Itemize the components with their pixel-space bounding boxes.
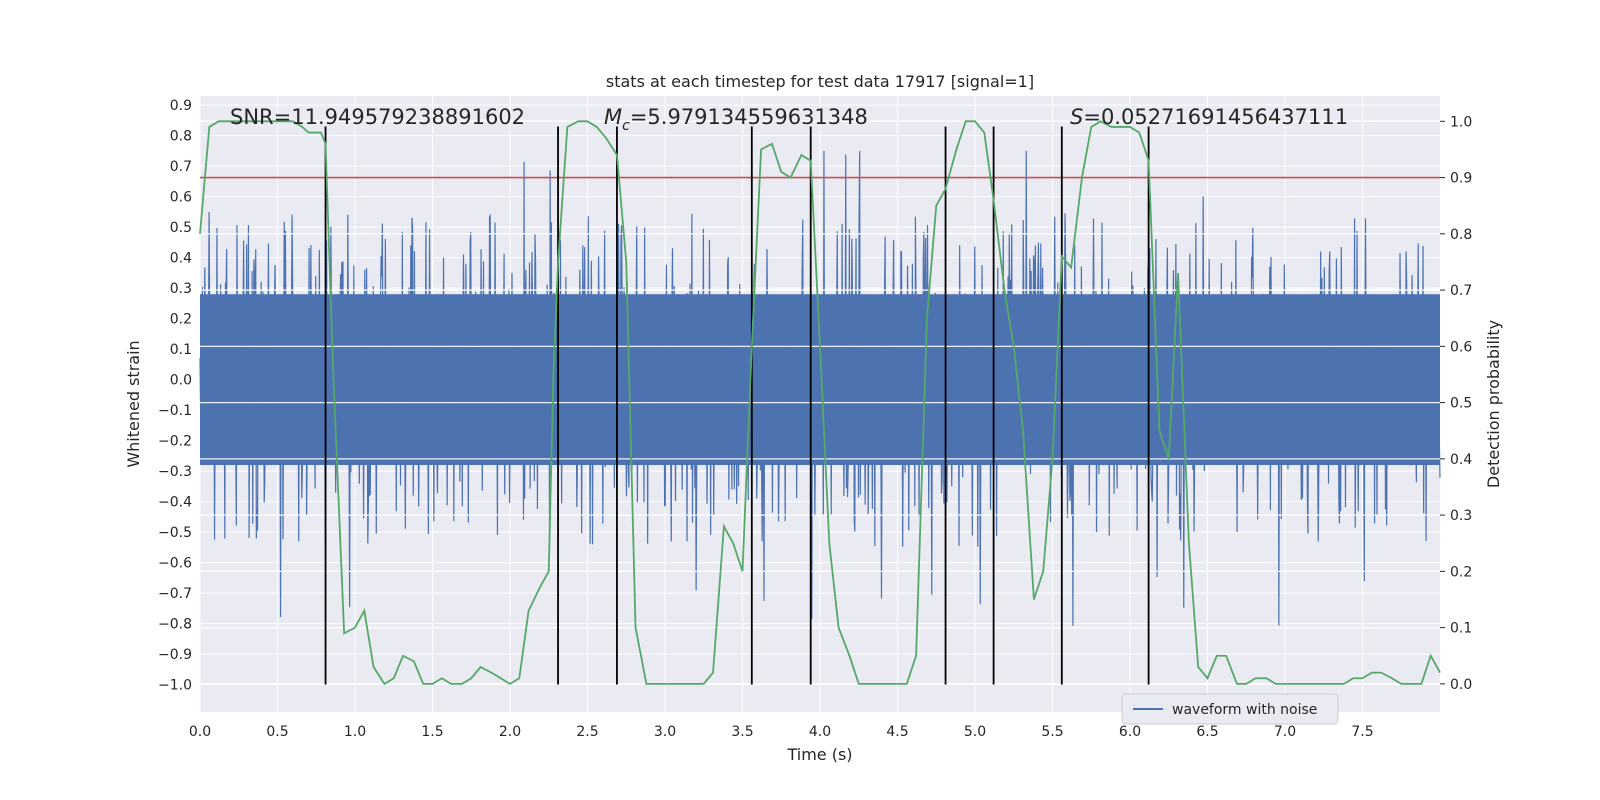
x-tick-label: 5.0: [964, 724, 986, 740]
y-tick-label: −0.5: [158, 525, 192, 541]
axis-ticks: 0.0 0.5 1.0 1.5 2.0 2.5 3.0 3.5 4.0 4.5 5.0 5.5 6.0 6…: [158, 98, 1472, 740]
legend-label: waveform with noise: [1172, 702, 1317, 718]
y-tick-label: −0.6: [158, 556, 192, 572]
y-tick-label: −0.1: [158, 403, 192, 419]
y-tick-label: 0.7: [170, 159, 192, 175]
y-tick-label: 0.4: [170, 251, 192, 267]
x-tick-label: 6.0: [1119, 724, 1141, 740]
y-tick-label: 0.8: [170, 129, 192, 145]
y-tick-label: 0.0: [170, 373, 192, 389]
y-tick-label: 0.3: [170, 281, 192, 297]
spin-value: =0.05271691456437111: [1083, 105, 1348, 129]
x-tick-label: 3.5: [731, 724, 753, 740]
y2-tick-label: 0.0: [1450, 677, 1472, 693]
y2-tick-label: 0.5: [1450, 396, 1472, 412]
detection-probability-series: [199, 120, 1441, 686]
x-tick-label: 1.0: [344, 724, 366, 740]
x-tick-label: 2.0: [499, 724, 521, 740]
vertical-lines: [324, 126, 1150, 685]
y2-axis-title: Detection probability: [1484, 320, 1503, 488]
x-axis-title: Time (s): [786, 745, 852, 764]
detection-probability-line: [199, 120, 1441, 686]
y2-tick-label: 0.2: [1450, 564, 1472, 580]
y2-tick-label: 0.4: [1450, 452, 1472, 468]
x-tick-label: 0.0: [189, 724, 211, 740]
waveform-with-noise-series: [199, 120, 1441, 685]
y-tick-label: −0.4: [158, 495, 192, 511]
y2-tick-label: 0.3: [1450, 508, 1472, 524]
y-tick-label: −0.2: [158, 434, 192, 450]
y-tick-label: 0.2: [170, 312, 192, 328]
x-tick-label: 7.5: [1351, 724, 1373, 740]
y-axis-title: Whitened strain: [124, 340, 143, 467]
chirp-mass-value: =5.979134559631348: [630, 105, 868, 129]
x-tick-label: 4.0: [809, 724, 831, 740]
chirp-mass-annotation: Mc=5.979134559631348: [604, 105, 868, 134]
x-tick-label: 0.5: [266, 724, 288, 740]
x-tick-label: 5.5: [1041, 724, 1063, 740]
y2-tick-label: 0.6: [1450, 339, 1472, 355]
chart-title: stats at each timestep for test data 179…: [606, 72, 1034, 91]
y-tick-label: 0.9: [170, 98, 192, 114]
y2-tick-label: 0.8: [1450, 227, 1472, 243]
y-tick-label: −1.0: [158, 678, 192, 694]
x-tick-label: 4.5: [886, 724, 908, 740]
y-tick-label: 0.5: [170, 220, 192, 236]
legend: waveform with noise: [1121, 693, 1339, 725]
y2-tick-label: 0.9: [1450, 171, 1472, 187]
x-tick-label: 7.0: [1274, 724, 1296, 740]
x-tick-label: 1.5: [421, 724, 443, 740]
y-tick-label: 0.6: [170, 190, 192, 206]
y2-tick-label: 0.7: [1450, 283, 1472, 299]
y-tick-label: −0.9: [158, 647, 192, 663]
spin-symbol: S: [1070, 105, 1083, 129]
y-tick-label: −0.7: [158, 586, 192, 602]
x-tick-label: 3.0: [654, 724, 676, 740]
legend-box: [1121, 693, 1339, 725]
x-tick-label: 2.5: [576, 724, 598, 740]
chirp-mass-subscript: c: [622, 118, 630, 134]
y-tick-label: −0.8: [158, 617, 192, 633]
spin-annotation: S=0.05271691456437111: [1070, 105, 1348, 129]
chirp-mass-symbol: M: [604, 105, 622, 129]
y-tick-label: 0.1: [170, 342, 192, 358]
snr-annotation: SNR=11.949579238891602: [230, 105, 525, 129]
y2-tick-label: 1.0: [1450, 114, 1472, 130]
y2-tick-label: 0.1: [1450, 621, 1472, 637]
x-tick-label: 6.5: [1196, 724, 1218, 740]
y-tick-label: −0.3: [158, 464, 192, 480]
